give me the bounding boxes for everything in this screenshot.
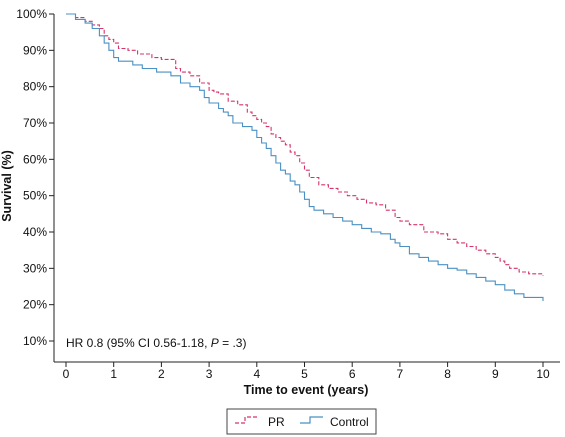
series-line-pr xyxy=(66,13,544,276)
hr-annotation-tail: = .3) xyxy=(219,336,247,350)
x-tick-label: 7 xyxy=(397,367,404,381)
x-tick-label: 8 xyxy=(444,367,451,381)
x-axis-title: Time to event (years) xyxy=(244,383,369,397)
series-group xyxy=(66,13,544,301)
y-tick-label: 100% xyxy=(16,7,47,21)
legend-line-control xyxy=(300,416,323,424)
y-tick-label: 30% xyxy=(23,261,47,275)
x-tick-label: 6 xyxy=(349,367,356,381)
hr-annotation-text: HR 0.8 (95% CI 0.56-1.18, xyxy=(66,336,211,350)
x-tick-label: 1 xyxy=(110,367,117,381)
legend-box xyxy=(226,408,377,435)
x-tick-label: 9 xyxy=(492,367,499,381)
x-tick-label: 3 xyxy=(206,367,213,381)
x-axis-ticks: 0 1 2 3 4 5 6 7 8 9 10 xyxy=(63,362,550,381)
y-tick-label: 60% xyxy=(23,152,47,166)
y-tick-label: 80% xyxy=(23,80,47,94)
y-axis-ticks: 10% 20% 30% 40% 50% 60% 70% 80% 90% 100% xyxy=(16,7,54,348)
legend-line-pr xyxy=(235,416,258,424)
y-axis-title: Survival (%) xyxy=(0,150,14,222)
x-tick-label: 10 xyxy=(536,367,550,381)
legend-label-pr: PR xyxy=(268,415,285,429)
x-tick-label: 2 xyxy=(158,367,165,381)
series-line-control xyxy=(66,13,544,301)
x-tick-label: 0 xyxy=(63,367,70,381)
y-tick-label: 70% xyxy=(23,116,47,130)
y-tick-label: 50% xyxy=(23,189,47,203)
legend-label-control: Control xyxy=(330,415,369,429)
x-tick-label: 5 xyxy=(301,367,308,381)
legend: PR Control xyxy=(226,408,377,435)
y-tick-label: 40% xyxy=(23,225,47,239)
x-tick-label: 4 xyxy=(253,367,260,381)
y-tick-label: 20% xyxy=(23,298,47,312)
hr-annotation: HR 0.8 (95% CI 0.56-1.18, P = .3) xyxy=(66,336,246,350)
axes xyxy=(53,14,560,363)
hr-annotation-p: P xyxy=(211,336,219,350)
y-tick-label: 10% xyxy=(23,334,47,348)
y-tick-label: 90% xyxy=(23,43,47,57)
